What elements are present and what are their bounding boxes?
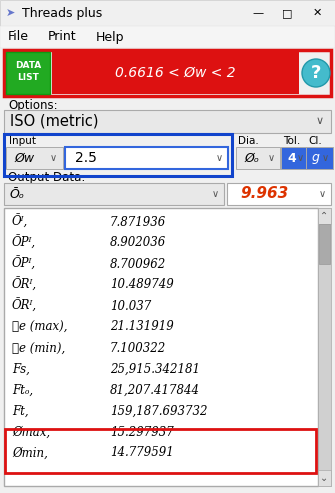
Text: Øw: Øw xyxy=(14,151,34,165)
Text: ?: ? xyxy=(311,64,321,82)
Text: 4: 4 xyxy=(287,151,296,165)
Text: ∨: ∨ xyxy=(50,153,57,163)
Text: ∨: ∨ xyxy=(297,153,304,163)
FancyBboxPatch shape xyxy=(306,147,333,169)
Text: ŌPᴵ,: ŌPᴵ, xyxy=(12,236,36,250)
Text: Print: Print xyxy=(48,31,77,43)
Text: 10.037: 10.037 xyxy=(110,300,151,313)
FancyBboxPatch shape xyxy=(6,147,63,169)
Text: ISO (metric): ISO (metric) xyxy=(10,114,98,129)
Text: Threads plus: Threads plus xyxy=(22,6,102,20)
Text: ∨: ∨ xyxy=(268,153,275,163)
Text: Tol.: Tol. xyxy=(283,136,300,146)
Text: ∨: ∨ xyxy=(216,153,223,163)
Text: 8.700962: 8.700962 xyxy=(110,257,166,271)
Text: —: — xyxy=(252,8,263,18)
Text: LIST: LIST xyxy=(17,73,39,82)
Text: ∨: ∨ xyxy=(319,189,326,199)
Text: Ømin,: Ømin, xyxy=(12,447,48,459)
Text: ∨: ∨ xyxy=(316,116,324,127)
Text: 15.297937: 15.297937 xyxy=(110,425,174,438)
Text: Fs,: Fs, xyxy=(12,362,30,376)
FancyBboxPatch shape xyxy=(318,208,331,486)
Text: Cl.: Cl. xyxy=(308,136,322,146)
Text: 159,187.693732: 159,187.693732 xyxy=(110,404,207,418)
Text: ŌRᴵ,: ŌRᴵ, xyxy=(12,299,37,313)
Text: g: g xyxy=(312,151,320,165)
Text: ℓe (min),: ℓe (min), xyxy=(12,342,65,354)
Text: ŌPᴵ,: ŌPᴵ, xyxy=(12,257,36,271)
Text: ✕: ✕ xyxy=(313,8,322,18)
FancyBboxPatch shape xyxy=(0,0,335,26)
FancyBboxPatch shape xyxy=(65,147,228,169)
Text: 21.131919: 21.131919 xyxy=(110,320,174,333)
FancyBboxPatch shape xyxy=(4,110,331,133)
Text: Ft,: Ft, xyxy=(12,404,28,418)
FancyBboxPatch shape xyxy=(0,26,335,48)
Text: □: □ xyxy=(282,8,292,18)
Text: ∨: ∨ xyxy=(322,153,329,163)
Text: File: File xyxy=(8,31,29,43)
Text: 10.489749: 10.489749 xyxy=(110,279,174,291)
Text: Ftₒ,: Ftₒ, xyxy=(12,384,33,396)
Text: Dia.: Dia. xyxy=(238,136,259,146)
FancyBboxPatch shape xyxy=(4,208,318,486)
Text: 0.6616 < Øw < 2: 0.6616 < Øw < 2 xyxy=(115,66,235,80)
FancyBboxPatch shape xyxy=(6,52,50,94)
FancyBboxPatch shape xyxy=(318,208,331,224)
FancyBboxPatch shape xyxy=(236,147,280,169)
Text: ŌRᴵ,: ŌRᴵ, xyxy=(12,278,37,292)
Text: 8.902036: 8.902036 xyxy=(110,237,166,249)
FancyBboxPatch shape xyxy=(281,147,308,169)
Text: Help: Help xyxy=(96,31,125,43)
Text: ∨: ∨ xyxy=(212,189,219,199)
Text: 81,207.417844: 81,207.417844 xyxy=(110,384,200,396)
FancyBboxPatch shape xyxy=(52,52,299,94)
Text: Input: Input xyxy=(9,136,36,146)
Text: Ømax,: Ømax, xyxy=(12,425,50,438)
Text: ⌃: ⌃ xyxy=(321,211,329,221)
Text: ⌄: ⌄ xyxy=(321,473,329,483)
Text: 7.871936: 7.871936 xyxy=(110,215,166,228)
Text: ➤: ➤ xyxy=(6,8,15,18)
Circle shape xyxy=(302,59,330,87)
Text: Options:: Options: xyxy=(8,99,58,111)
Text: 7.100322: 7.100322 xyxy=(110,342,166,354)
FancyBboxPatch shape xyxy=(319,224,330,264)
FancyBboxPatch shape xyxy=(227,183,331,205)
FancyBboxPatch shape xyxy=(4,183,224,205)
Text: 9.963: 9.963 xyxy=(240,186,288,202)
Text: Output Data:: Output Data: xyxy=(8,172,85,184)
Text: Ōₒ: Ōₒ xyxy=(10,187,25,201)
Text: 25,915.342181: 25,915.342181 xyxy=(110,362,200,376)
Text: ℓe (max),: ℓe (max), xyxy=(12,320,67,333)
Text: 14.779591: 14.779591 xyxy=(110,447,174,459)
Text: Ōᴵ,: Ōᴵ, xyxy=(12,215,28,229)
Text: Øₒ: Øₒ xyxy=(244,151,259,165)
Text: DATA: DATA xyxy=(15,62,41,70)
Text: 2.5: 2.5 xyxy=(75,151,97,165)
FancyBboxPatch shape xyxy=(318,470,331,486)
